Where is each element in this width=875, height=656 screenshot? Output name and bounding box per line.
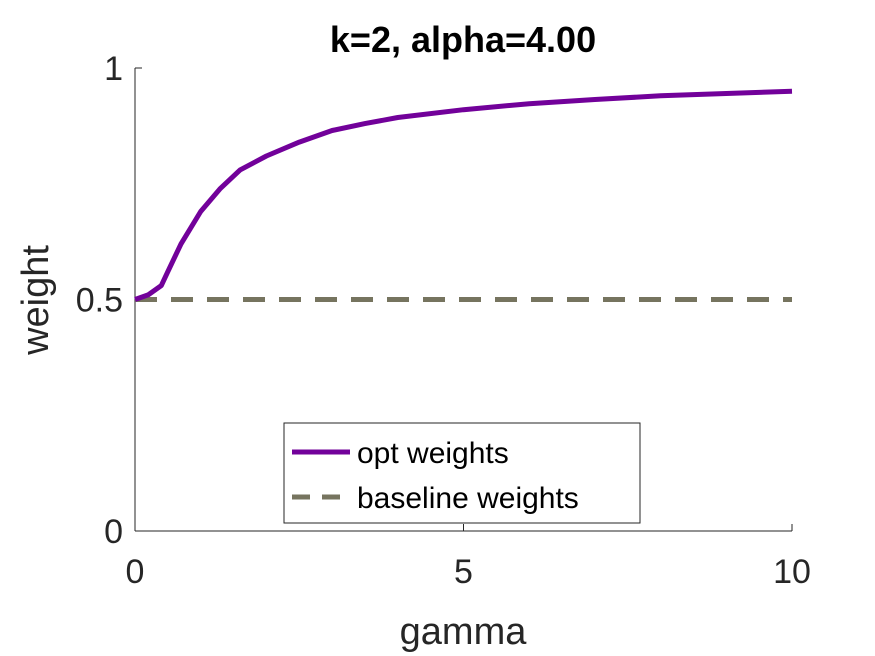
- x-tick-label: 0: [126, 553, 145, 591]
- x-tick-label: 10: [773, 553, 811, 591]
- y-tick-label: 0: [104, 513, 123, 551]
- x-tick-label: 5: [454, 553, 473, 591]
- ticks: 0 5 10 0 0.5 1: [76, 50, 811, 591]
- series-line-opt-weights: [134, 88, 793, 302]
- plot-area: 0 5 10 0 0.5 1: [76, 50, 811, 591]
- legend-box: [283, 422, 641, 524]
- y-tick-label: 0.5: [76, 282, 123, 320]
- y-axis-label: weight: [15, 245, 57, 356]
- x-axis-label: gamma: [400, 611, 528, 653]
- legend-label-baseline-weights: baseline weights: [357, 482, 579, 515]
- series-layer: [134, 88, 793, 302]
- legend-label-opt-weights: opt weights: [357, 437, 509, 470]
- legend: opt weights baseline weights: [283, 422, 641, 524]
- y-tick-label: 1: [104, 50, 123, 88]
- chart-title: k=2, alpha=4.00: [330, 19, 596, 60]
